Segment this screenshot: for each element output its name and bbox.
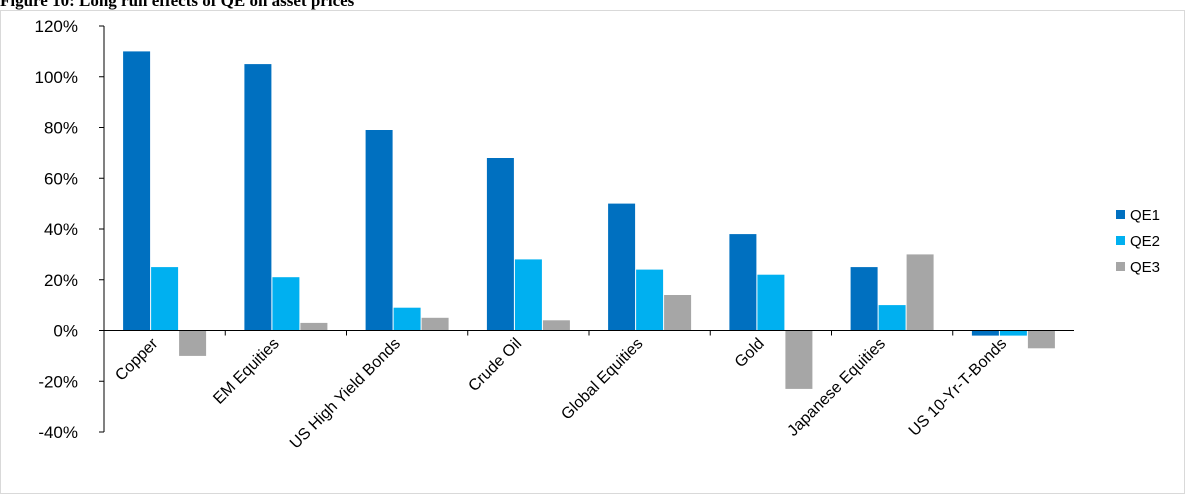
bar-qe3-crude-oil <box>542 320 570 331</box>
bar-qe1-us-high-yield-bonds <box>365 130 393 331</box>
bar-qe1-crude-oil <box>486 158 514 331</box>
bar-qe3-global-equities <box>664 295 692 331</box>
x-category-label: Copper <box>112 335 162 385</box>
bar-qe2-em-equities <box>272 277 300 331</box>
bar-qe2-copper <box>151 267 179 331</box>
legend: QE1 QE2 QE3 <box>1116 207 1160 276</box>
legend-swatch-qe1 <box>1116 210 1125 219</box>
y-tick-label: 60% <box>44 169 78 188</box>
bar-qe3-us-high-yield-bonds <box>421 317 449 331</box>
bar-qe2-crude-oil <box>514 259 542 331</box>
bar-qe3-japanese-equities <box>906 254 934 331</box>
bar-qe1-gold <box>729 234 757 331</box>
bar-qe2-us-10-yr-t-bonds <box>999 330 1027 336</box>
bar-qe1-copper <box>123 51 151 331</box>
bar-qe1-us-10-yr-t-bonds <box>971 330 999 336</box>
y-tick-label: 40% <box>44 220 78 239</box>
legend-swatch-qe2 <box>1116 236 1125 245</box>
x-category-label: US High Yield Bonds <box>287 335 404 452</box>
bar-qe2-gold <box>757 274 785 331</box>
y-tick-label: 80% <box>44 119 78 138</box>
bars-group <box>123 51 1055 389</box>
bar-qe1-em-equities <box>244 64 272 331</box>
legend-swatch-qe3 <box>1116 262 1125 271</box>
x-category-label: Gold <box>732 335 768 371</box>
x-category-label: Crude Oil <box>465 335 525 395</box>
bar-qe3-gold <box>785 330 813 389</box>
bar-qe2-japanese-equities <box>878 305 906 331</box>
y-tick-label: -20% <box>38 372 78 391</box>
y-tick-label: 100% <box>35 68 78 87</box>
x-category-labels: Copper EM Equities US High Yield Bonds Crud… <box>112 335 1010 453</box>
bar-qe2-us-high-yield-bonds <box>393 307 421 331</box>
bar-qe2-global-equities <box>636 269 664 331</box>
x-category-label: Global Equities <box>558 335 646 423</box>
y-tick-label: -40% <box>38 423 78 442</box>
bar-qe1-japanese-equities <box>850 267 878 331</box>
bar-qe3-em-equities <box>300 322 328 331</box>
y-tick-label: 20% <box>44 271 78 290</box>
bar-qe3-copper <box>179 330 207 356</box>
legend-label-qe1: QE1 <box>1130 207 1160 224</box>
bar-qe3-us-10-yr-t-bonds <box>1027 330 1055 349</box>
y-tick-label: 0% <box>53 322 78 341</box>
legend-label-qe2: QE2 <box>1130 233 1160 250</box>
legend-label-qe3: QE3 <box>1130 259 1160 276</box>
y-tick-label: 120% <box>35 17 78 36</box>
chart-frame <box>0 10 1185 494</box>
x-category-label: EM Equities <box>210 335 282 407</box>
x-category-label: US 10-Yr-T-Bonds <box>906 335 1010 439</box>
figure-title: Figure 10: Long run effects of QE on ass… <box>0 0 355 10</box>
bar-qe1-global-equities <box>608 203 636 331</box>
y-tick-labels: -40% -20% 0% 20% 40% 60% 80% 100% 120% <box>35 17 104 442</box>
